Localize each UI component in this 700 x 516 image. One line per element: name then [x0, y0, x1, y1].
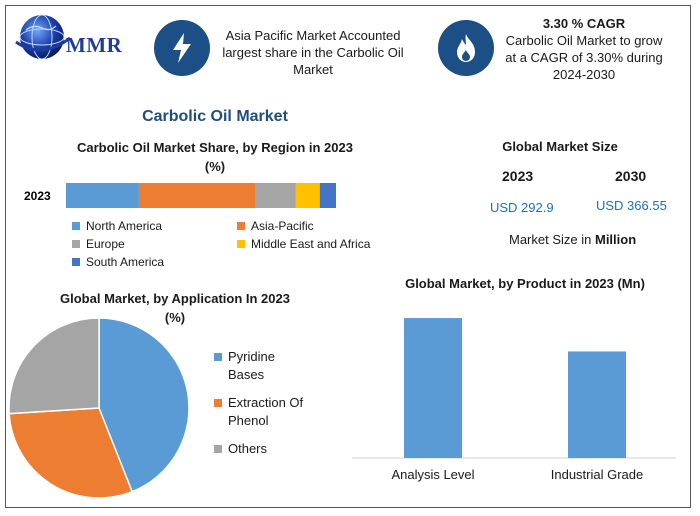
bar-segment-south-america — [319, 183, 336, 208]
value-2023: USD 292.9 — [490, 200, 554, 215]
page-title: Carbolic Oil Market — [142, 108, 288, 125]
logo-text: MMR — [66, 33, 123, 57]
legend-label: North America — [86, 219, 163, 233]
banner-asia-pacific: Asia Pacific Market Accounted largest sh… — [214, 27, 412, 78]
flame-icon — [438, 20, 494, 76]
pie-slice-pyridine-bases — [98, 317, 190, 493]
region-title-line2: (%) — [204, 159, 226, 174]
market-size-note: Market Size in Million — [509, 232, 636, 247]
legend-others: Others — [214, 440, 314, 458]
banner-line: largest share in the Carbolic Oil — [222, 45, 404, 60]
infographic-frame — [5, 5, 691, 508]
legend-swatch — [214, 445, 222, 453]
legend-swatch — [72, 240, 80, 248]
legend-label: Middle East and Africa — [251, 237, 371, 251]
x-tick-label-industrial-grade: Industrial Grade — [550, 467, 644, 482]
legend-swatch — [237, 222, 245, 230]
legend-label: Pyridine Bases — [228, 349, 275, 382]
global-size-title: Global Market Size — [502, 139, 618, 154]
legend-asia-pacific: Asia-Pacific — [237, 219, 314, 233]
legend-swatch — [72, 222, 80, 230]
bar-industrial-grade — [568, 351, 626, 458]
banner-cagr: 3.30 % CAGR Carbolic Oil Market to grow … — [494, 15, 674, 83]
legend-swatch — [72, 258, 80, 266]
category-label: 2023 — [24, 189, 51, 203]
legend-middle-east-and-africa: Middle East and Africa — [237, 237, 370, 251]
lightning-bolt-icon — [154, 20, 210, 76]
region-title-line1: Carbolic Oil Market Share, by Region in … — [77, 140, 353, 155]
pie-slice-others — [8, 317, 100, 415]
pie-slice-extraction-of-phenol — [8, 407, 134, 499]
bar-segment-europe — [255, 183, 296, 208]
bar-segment-asia-pacific — [138, 183, 255, 208]
bar-analysis-level — [404, 318, 462, 458]
market-size-note-prefix: Market Size in — [509, 232, 595, 247]
banner-line: at a CAGR of 3.30% during — [505, 50, 663, 65]
legend-swatch — [237, 240, 245, 248]
legend-label: South America — [86, 255, 165, 269]
bar-segment-north-america — [66, 183, 139, 208]
region-chart-title: Carbolic Oil Market Share, by Region in … — [60, 138, 370, 176]
application-title-line1: Global Market, by Application In 2023 — [60, 291, 290, 306]
legend-label: Asia-Pacific — [251, 219, 314, 233]
legend-pyridine-bases: Pyridine Bases — [214, 348, 314, 384]
x-tick-label-analysis-level: Analysis Level — [391, 467, 475, 482]
market-size-note-unit: Million — [594, 232, 637, 247]
value-2030: USD 366.55 — [596, 198, 667, 213]
legend-europe: Europe — [72, 237, 125, 251]
application-title-line2: (%) — [164, 310, 186, 325]
bar-segment-middle-east-and-africa — [295, 183, 320, 208]
globe-icon — [15, 14, 71, 60]
legend-north-america: North America — [72, 219, 162, 233]
banner-line: Asia Pacific Market Accounted — [225, 28, 401, 43]
legend-south-america: South America — [72, 255, 164, 269]
mmr-logo — [12, 12, 142, 62]
year-2030-label: 2030 — [615, 168, 647, 184]
product-chart-title: Global Market, by Product in 2023 (Mn) — [405, 276, 645, 291]
legend-label: Others — [228, 441, 268, 456]
cagr-heading: 3.30 % CAGR — [542, 16, 626, 31]
legend-swatch — [214, 353, 222, 361]
legend-extraction-of-phenol: Extraction Of Phenol — [214, 394, 314, 430]
banner-line: Market — [293, 62, 333, 77]
legend-label: Europe — [86, 237, 125, 251]
banner-line: 2024-2030 — [552, 67, 616, 82]
banner-line: Carbolic Oil Market to grow — [505, 33, 663, 48]
legend-label: Extraction Of Phenol — [228, 395, 304, 428]
legend-swatch — [214, 399, 222, 407]
application-chart-title: Global Market, by Application In 2023 (%… — [30, 289, 320, 327]
year-2023-label: 2023 — [502, 168, 534, 184]
